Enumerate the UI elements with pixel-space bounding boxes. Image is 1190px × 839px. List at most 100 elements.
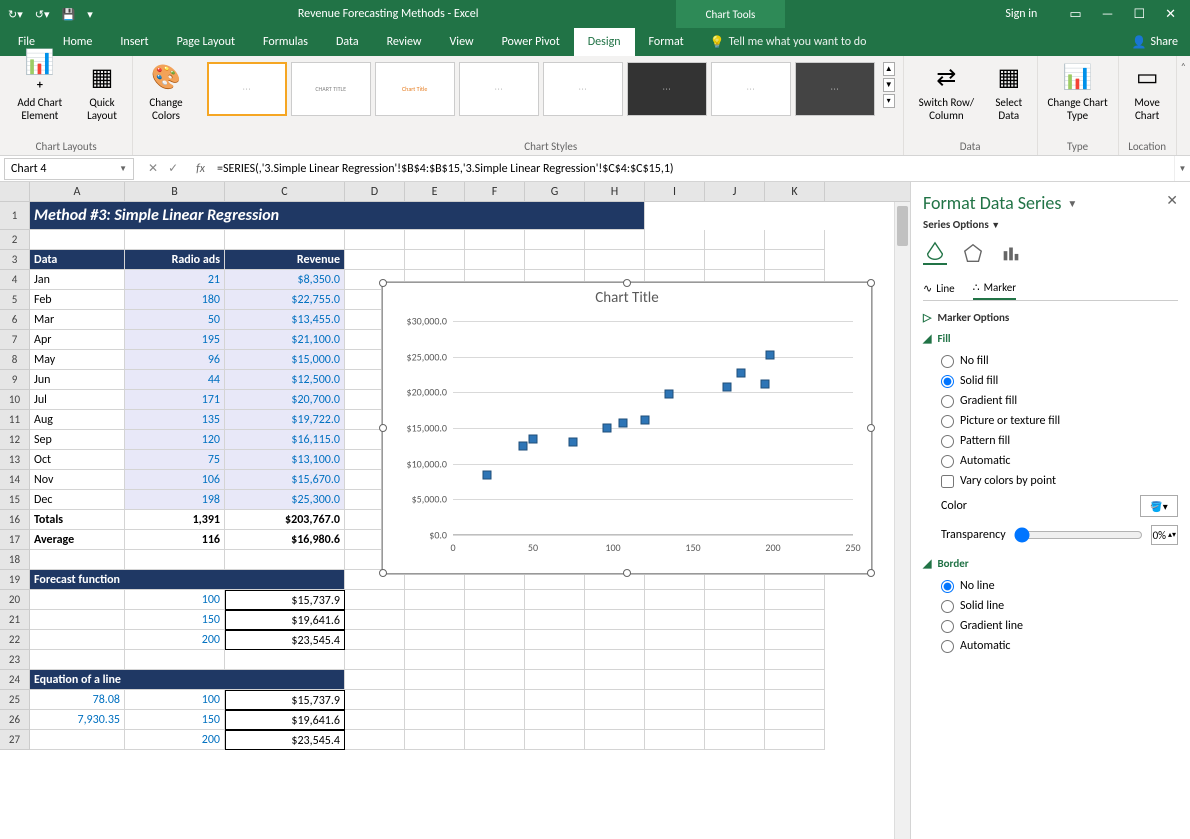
cell[interactable]: $13,455.0 (225, 310, 345, 330)
vertical-scrollbar[interactable] (894, 202, 910, 839)
cell[interactable] (705, 710, 765, 730)
cell[interactable]: Mar (30, 310, 125, 330)
opt-gradient-fill[interactable]: Gradient fill (923, 391, 1178, 411)
cell[interactable]: $20,700.0 (225, 390, 345, 410)
cell[interactable]: $12,500.0 (225, 370, 345, 390)
cell[interactable]: 180 (125, 290, 225, 310)
chart-handle-nw[interactable] (379, 279, 387, 287)
border-section[interactable]: ◢ Border (923, 557, 1178, 570)
add-chart-element-button[interactable]: 📊⁺ Add Chart Element (6, 60, 74, 124)
row-header[interactable]: 18 (0, 550, 30, 570)
opt-no-fill[interactable]: No fill (923, 351, 1178, 371)
cell[interactable] (525, 610, 585, 630)
row-header[interactable]: 7 (0, 330, 30, 350)
chart-data-marker[interactable] (529, 435, 538, 444)
scrollbar-thumb[interactable] (897, 206, 908, 246)
chart-data-marker[interactable] (482, 471, 491, 480)
cell[interactable] (405, 610, 465, 630)
name-box[interactable]: Chart 4 ▼ (4, 158, 134, 180)
cell[interactable]: $19,641.6 (225, 610, 345, 630)
cell[interactable] (345, 610, 405, 630)
cell[interactable]: Average (30, 530, 125, 550)
close-icon[interactable]: ✕ (1165, 7, 1176, 22)
chart-handle-n[interactable] (623, 279, 631, 287)
cell[interactable]: $23,545.4 (225, 630, 345, 650)
cell[interactable]: 200 (125, 630, 225, 650)
cell[interactable] (765, 230, 825, 250)
pane-close-icon[interactable]: ✕ (1166, 192, 1178, 209)
cell[interactable]: 75 (125, 450, 225, 470)
cell[interactable] (345, 730, 405, 750)
tab-marker[interactable]: ∴Marker (973, 277, 1016, 300)
cell[interactable] (705, 670, 765, 690)
row-header[interactable]: 1 (0, 202, 30, 230)
chart-data-marker[interactable] (737, 368, 746, 377)
fill-section[interactable]: ◢ Fill (923, 332, 1178, 345)
row-header[interactable]: 10 (0, 390, 30, 410)
chart-handle-ne[interactable] (867, 279, 875, 287)
cell[interactable] (765, 690, 825, 710)
ribbon-display-icon[interactable]: ▭ (1069, 7, 1081, 22)
chart-data-marker[interactable] (761, 380, 770, 389)
cell[interactable] (405, 230, 465, 250)
cell[interactable] (465, 650, 525, 670)
marker-options-section[interactable]: ▷ Marker Options (923, 311, 1178, 324)
column-header[interactable]: H (585, 182, 645, 201)
cell[interactable]: $19,722.0 (225, 410, 345, 430)
chart-styles-more-icon[interactable]: ▾ (883, 94, 895, 108)
cell[interactable]: Oct (30, 450, 125, 470)
opt-vary-colors[interactable]: Vary colors by point (923, 471, 1178, 491)
fill-line-category-icon[interactable] (923, 241, 947, 265)
cell[interactable] (705, 630, 765, 650)
cell[interactable] (465, 590, 525, 610)
cell[interactable] (765, 730, 825, 750)
cell[interactable]: $15,670.0 (225, 470, 345, 490)
equation-header-cell[interactable]: Equation of a line (30, 670, 345, 690)
cell[interactable]: Jul (30, 390, 125, 410)
cell[interactable] (525, 230, 585, 250)
opt-automatic-fill[interactable]: Automatic (923, 451, 1178, 471)
column-header[interactable]: I (645, 182, 705, 201)
opt-pattern-fill[interactable]: Pattern fill (923, 431, 1178, 451)
cell[interactable] (30, 610, 125, 630)
row-header[interactable]: 14 (0, 470, 30, 490)
cell[interactable]: 44 (125, 370, 225, 390)
chart-data-marker[interactable] (722, 383, 731, 392)
chart-handle-s[interactable] (623, 569, 631, 577)
cell[interactable] (405, 670, 465, 690)
maximize-icon[interactable]: ☐ (1133, 7, 1145, 22)
chart-data-marker[interactable] (665, 390, 674, 399)
cell[interactable]: $8,350.0 (225, 270, 345, 290)
cell[interactable] (645, 610, 705, 630)
share-button[interactable]: 👤 Share (1119, 28, 1190, 56)
cell[interactable]: $15,000.0 (225, 350, 345, 370)
cell[interactable]: $21,100.0 (225, 330, 345, 350)
cell[interactable] (645, 650, 705, 670)
pane-subtitle[interactable]: Series Options ▼ (923, 218, 1178, 231)
cell[interactable]: 200 (125, 730, 225, 750)
cell[interactable] (30, 230, 125, 250)
cell[interactable] (765, 630, 825, 650)
cell[interactable] (585, 610, 645, 630)
column-header[interactable]: F (465, 182, 525, 201)
effects-category-icon[interactable] (961, 241, 985, 265)
cell[interactable]: $13,100.0 (225, 450, 345, 470)
cell[interactable] (645, 690, 705, 710)
cell[interactable] (465, 610, 525, 630)
formula-enter-icon[interactable]: ✓ (168, 161, 178, 176)
chart-style-7[interactable]: · · · (711, 62, 791, 116)
cell[interactable] (585, 230, 645, 250)
cell[interactable] (345, 710, 405, 730)
cell[interactable] (125, 550, 225, 570)
cell[interactable]: Nov (30, 470, 125, 490)
cell[interactable]: Jan (30, 270, 125, 290)
tab-design[interactable]: Design (574, 28, 635, 56)
tab-home[interactable]: Home (49, 28, 106, 56)
formula-bar-input[interactable] (213, 158, 1174, 180)
tab-data[interactable]: Data (322, 28, 373, 56)
cell[interactable]: 78.08 (30, 690, 125, 710)
cell[interactable]: $22,755.0 (225, 290, 345, 310)
cell[interactable] (30, 590, 125, 610)
column-header[interactable]: A (30, 182, 125, 201)
cell[interactable] (645, 230, 705, 250)
